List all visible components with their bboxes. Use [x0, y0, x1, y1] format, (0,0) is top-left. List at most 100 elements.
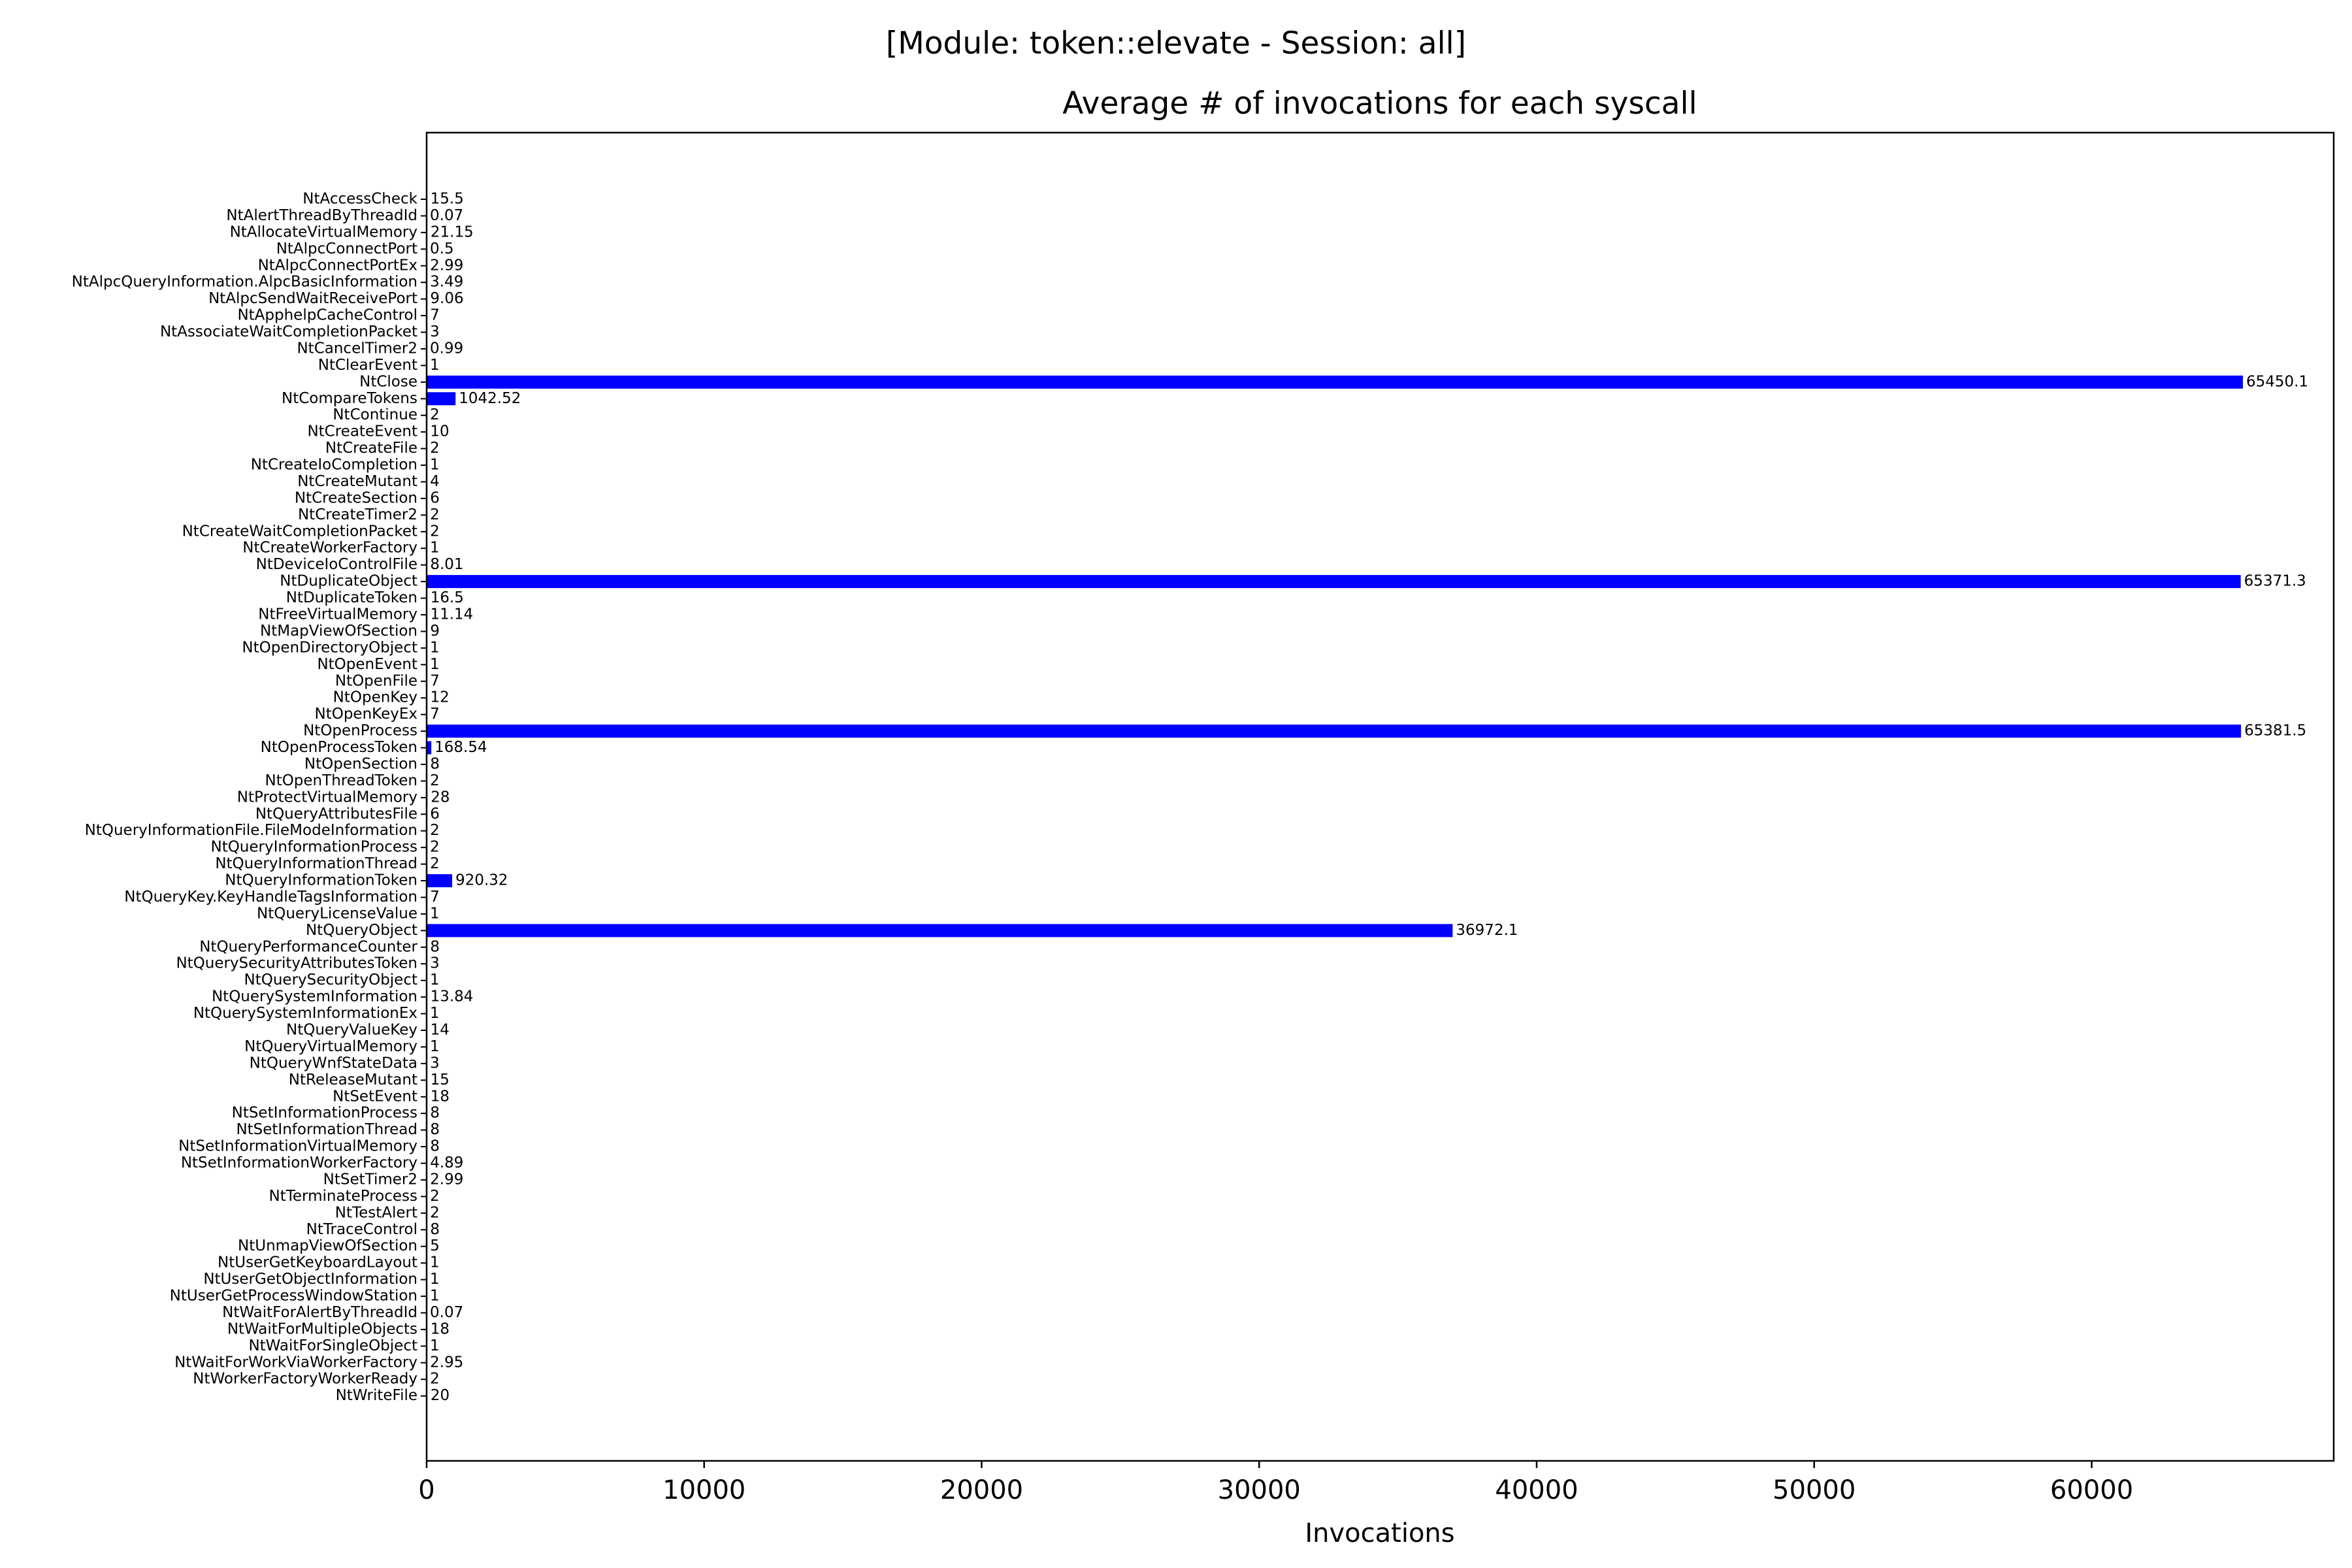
- data-label: 7: [430, 889, 440, 906]
- data-label: 12: [431, 689, 449, 706]
- data-label: 15: [431, 1071, 449, 1088]
- data-label: 1: [430, 1271, 440, 1288]
- y-tick-label: NtQueryVirtualMemory: [244, 1038, 417, 1055]
- y-tick-label: NtAlpcSendWaitReceivePort: [208, 290, 417, 307]
- y-tick-label: NtAllocateVirtualMemory: [230, 223, 417, 240]
- y-tick-label: NtOpenThreadToken: [265, 772, 417, 789]
- data-label: 15.5: [431, 191, 464, 208]
- y-tick-label: NtQuerySecurityAttributesToken: [176, 955, 417, 972]
- data-label: 2: [430, 1204, 440, 1221]
- y-tick-label: NtCreateSection: [295, 489, 417, 506]
- y-tick-label: NtQueryLicenseValue: [257, 905, 417, 922]
- y-tick-label: NtDuplicateToken: [286, 589, 417, 606]
- data-label: 8: [430, 755, 440, 772]
- data-label: 8: [430, 1221, 440, 1238]
- data-label: 1: [430, 639, 440, 656]
- data-label: 20: [431, 1387, 449, 1404]
- data-label: 2: [430, 440, 440, 457]
- y-tick-label: NtQueryAttributesFile: [255, 806, 417, 823]
- data-label: 14: [431, 1022, 449, 1039]
- data-label: 0.99: [430, 340, 463, 357]
- y-tick-label: NtUnmapViewOfSection: [238, 1237, 417, 1254]
- y-tick-label: NtWaitForAlertByThreadId: [222, 1304, 417, 1321]
- data-label: 11.14: [430, 606, 473, 623]
- x-tick-label: 0: [418, 1475, 434, 1505]
- y-tick-label: NtQueryValueKey: [286, 1022, 417, 1039]
- y-tick-label: NtCreateIoCompletion: [251, 457, 417, 474]
- data-label: 2: [430, 822, 440, 839]
- data-label: 65450.1: [2246, 373, 2308, 390]
- y-tick-label: NtOpenProcess: [303, 723, 417, 740]
- data-label: 6: [430, 489, 440, 506]
- data-label: 5: [430, 1237, 440, 1254]
- data-label: 13.84: [431, 988, 474, 1005]
- y-tick-label: NtQueryKey.KeyHandleTagsInformation: [124, 889, 417, 906]
- y-tick-label: NtOpenProcessToken: [261, 739, 417, 756]
- data-label: 1042.52: [459, 390, 521, 407]
- data-label: 0.07: [430, 1304, 463, 1321]
- data-label: 8: [430, 1138, 440, 1155]
- data-label: 16.5: [431, 589, 464, 606]
- data-label: 2: [430, 839, 440, 856]
- y-tick-label: NtQueryInformationToken: [225, 872, 417, 889]
- y-tick-label: NtWaitForMultipleObjects: [227, 1320, 417, 1337]
- bar-NtOpenProcess: [427, 725, 2242, 738]
- data-label: 2: [430, 855, 440, 872]
- y-tick-label: NtProtectVirtualMemory: [237, 789, 417, 806]
- y-tick-label: NtWaitForWorkViaWorkerFactory: [174, 1354, 417, 1371]
- y-tick-label: NtCreateWaitCompletionPacket: [182, 523, 417, 540]
- y-tick-label: NtSetInformationProcess: [232, 1105, 417, 1122]
- data-label: 18: [431, 1320, 449, 1337]
- data-label: 1: [430, 1005, 440, 1022]
- data-label: 1: [430, 540, 440, 557]
- bar-NtDuplicateObject: [427, 575, 2241, 589]
- y-tick-label: NtQueryInformationThread: [215, 855, 417, 872]
- data-label: 21.15: [431, 223, 474, 240]
- y-tick-label: NtApphelpCacheControl: [237, 307, 417, 324]
- data-label: 2.99: [430, 257, 463, 274]
- y-tick-label: NtOpenSection: [304, 755, 417, 772]
- x-tick-label: 50000: [1772, 1475, 1855, 1505]
- data-label: 2: [430, 1371, 440, 1388]
- data-label: 8: [430, 938, 440, 955]
- data-label: 2: [430, 506, 440, 523]
- y-tick-label: NtAlpcQueryInformation.AlpcBasicInformat…: [72, 274, 417, 291]
- data-label: 10: [430, 423, 449, 440]
- y-tick-label: NtQuerySystemInformationEx: [193, 1005, 417, 1022]
- x-tick-label: 40000: [1495, 1475, 1578, 1505]
- y-tick-label: NtQuerySystemInformation: [212, 988, 417, 1005]
- data-label: 6: [430, 806, 440, 823]
- data-label: 1: [430, 656, 440, 673]
- data-label: 36972.1: [1456, 922, 1518, 939]
- y-tick-label: NtOpenKeyEx: [315, 706, 418, 723]
- y-tick-label: NtAlpcConnectPortEx: [258, 257, 417, 274]
- data-label: 8.01: [430, 556, 463, 573]
- y-tick-label: NtSetInformationVirtualMemory: [178, 1138, 417, 1155]
- bar-NtQueryObject: [427, 924, 1453, 938]
- y-tick-label: NtContinue: [333, 406, 417, 423]
- data-label: 7: [430, 307, 440, 324]
- y-tick-label: NtUserGetObjectInformation: [203, 1271, 417, 1288]
- x-tick-label: 60000: [2050, 1475, 2133, 1505]
- axes-frame: [425, 131, 2335, 1462]
- y-tick-label: NtWorkerFactoryWorkerReady: [193, 1371, 417, 1388]
- y-tick-label: NtCreateTimer2: [298, 506, 417, 523]
- data-label: 1: [430, 1254, 440, 1271]
- data-label: 65371.3: [2244, 573, 2306, 590]
- data-label: 9: [430, 623, 440, 640]
- plot-area: NtAccessCheck 15.5 NtAlertThreadByThreadId…: [72, 191, 2308, 1506]
- y-tick-label: NtSetTimer2: [323, 1171, 417, 1188]
- y-tick-label: NtMapViewOfSection: [260, 623, 417, 640]
- data-label: 1: [430, 1288, 440, 1305]
- y-tick-label: NtQueryWnfStateData: [250, 1054, 417, 1071]
- y-tick-label: NtDeviceIoControlFile: [256, 556, 417, 573]
- y-tick-label: NtClose: [359, 373, 417, 390]
- y-tick-label: NtOpenKey: [333, 689, 417, 706]
- y-tick-label: NtCreateFile: [325, 440, 417, 457]
- y-tick-label: NtQueryInformationProcess: [210, 839, 417, 856]
- y-tick-label: NtOpenFile: [335, 672, 417, 689]
- y-tick-label: NtWaitForSingleObject: [248, 1337, 417, 1354]
- data-label: 1: [430, 1038, 440, 1055]
- x-axis-label: Invocations: [1305, 1518, 1454, 1548]
